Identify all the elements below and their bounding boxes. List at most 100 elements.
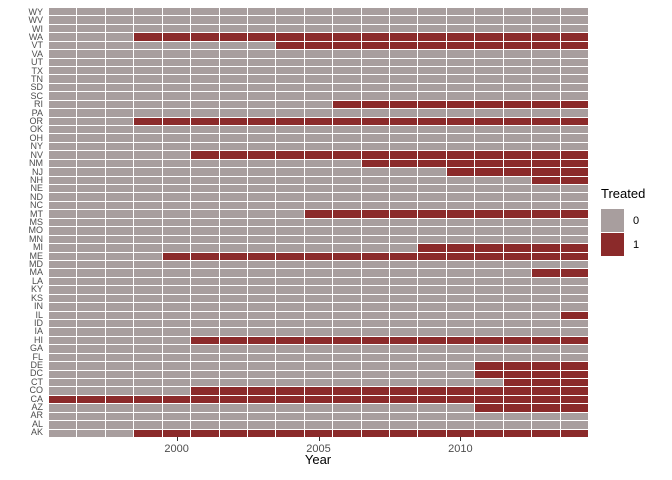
legend-entry-1: 1 [601,233,671,256]
heatmap-cell [49,8,77,16]
heatmap-cell [105,75,134,83]
heatmap-cell [503,362,532,370]
heatmap-cell [560,260,588,269]
heatmap-cell [191,134,219,142]
heatmap-cell [276,168,304,176]
heatmap-cell [361,429,390,437]
heatmap-cell [191,16,219,24]
heatmap-cell [361,387,390,395]
heatmap-cell [418,126,446,134]
heatmap-cell [532,176,560,185]
heatmap-cell [219,387,247,395]
heatmap-cell [276,260,304,269]
heatmap-cell [162,362,191,370]
heatmap-cell [247,92,276,100]
heatmap-cell [418,75,446,83]
heatmap-cell [304,83,333,92]
y-axis-label-va: VA [31,48,43,59]
heatmap-cell [446,303,475,311]
heatmap-cell [361,404,390,412]
heatmap-cell [418,117,446,126]
heatmap-cell [475,83,503,92]
heatmap-cell [446,370,475,378]
heatmap-cell [49,286,77,294]
heatmap-cell [247,83,276,92]
y-axis-label-mi: MI [33,242,43,253]
heatmap-cell [503,412,532,421]
heatmap-cell [503,151,532,159]
heatmap-cell [333,33,361,41]
heatmap-cell [304,176,333,185]
y-axis-label-wa: WA [28,31,43,42]
heatmap-cell [304,100,333,109]
heatmap-cell [304,75,333,83]
heatmap-cell [361,395,390,404]
heatmap-cell [49,378,77,387]
heatmap-cell [304,126,333,134]
heatmap-cell [475,201,503,210]
heatmap-cell [276,421,304,429]
heatmap-cell [390,168,418,176]
heatmap-cell [560,412,588,421]
heatmap-cell [162,50,191,58]
heatmap-cell [77,311,105,319]
heatmap-cell [446,311,475,319]
heatmap-cell [361,378,390,387]
heatmap-cell [162,294,191,303]
heatmap-cell [162,227,191,235]
heatmap-cell [191,193,219,201]
heatmap-cell [532,303,560,311]
heatmap-cell [247,67,276,75]
heatmap-cell [191,378,219,387]
heatmap-cell [532,134,560,142]
heatmap-cell [134,126,162,134]
heatmap-cell [475,218,503,227]
heatmap-cell [134,294,162,303]
heatmap-cell [532,370,560,378]
heatmap-cell [446,67,475,75]
heatmap-cell [304,311,333,319]
heatmap-cell [304,168,333,176]
heatmap-cell [418,227,446,235]
heatmap-cell [247,176,276,185]
heatmap-cell [276,218,304,227]
y-axis-label-ms: MS [29,217,44,227]
heatmap-cell [361,193,390,201]
heatmap-cell [418,429,446,437]
heatmap-cell [560,227,588,235]
heatmap-cell [247,319,276,328]
heatmap-cell [304,210,333,218]
heatmap-cell [503,210,532,218]
heatmap-cell [247,33,276,41]
heatmap-cell [191,176,219,185]
heatmap-cell [475,41,503,50]
heatmap-cell [247,378,276,387]
heatmap-cell [446,353,475,362]
heatmap-cell [475,100,503,109]
heatmap-cell [191,185,219,193]
heatmap-cell [503,269,532,277]
heatmap-cell [361,294,390,303]
heatmap-cell [418,235,446,244]
heatmap-cell [361,345,390,353]
heatmap-cell [219,67,247,75]
heatmap-cell [191,109,219,117]
heatmap-cell [532,252,560,260]
legend-entry-0: 0 [601,209,671,232]
heatmap-cell [333,210,361,218]
heatmap-cell [560,126,588,134]
heatmap-cell [49,83,77,92]
heatmap-cell [304,109,333,117]
heatmap-cell [560,404,588,412]
heatmap-cell [276,33,304,41]
heatmap-cell [191,92,219,100]
heatmap-cell [219,210,247,218]
heatmap-cell [191,429,219,437]
heatmap-cell [503,159,532,168]
heatmap-cell [532,235,560,244]
heatmap-cell [503,370,532,378]
heatmap-cell [418,134,446,142]
y-axis-label-mn: MN [29,233,43,244]
heatmap-cell [560,8,588,16]
